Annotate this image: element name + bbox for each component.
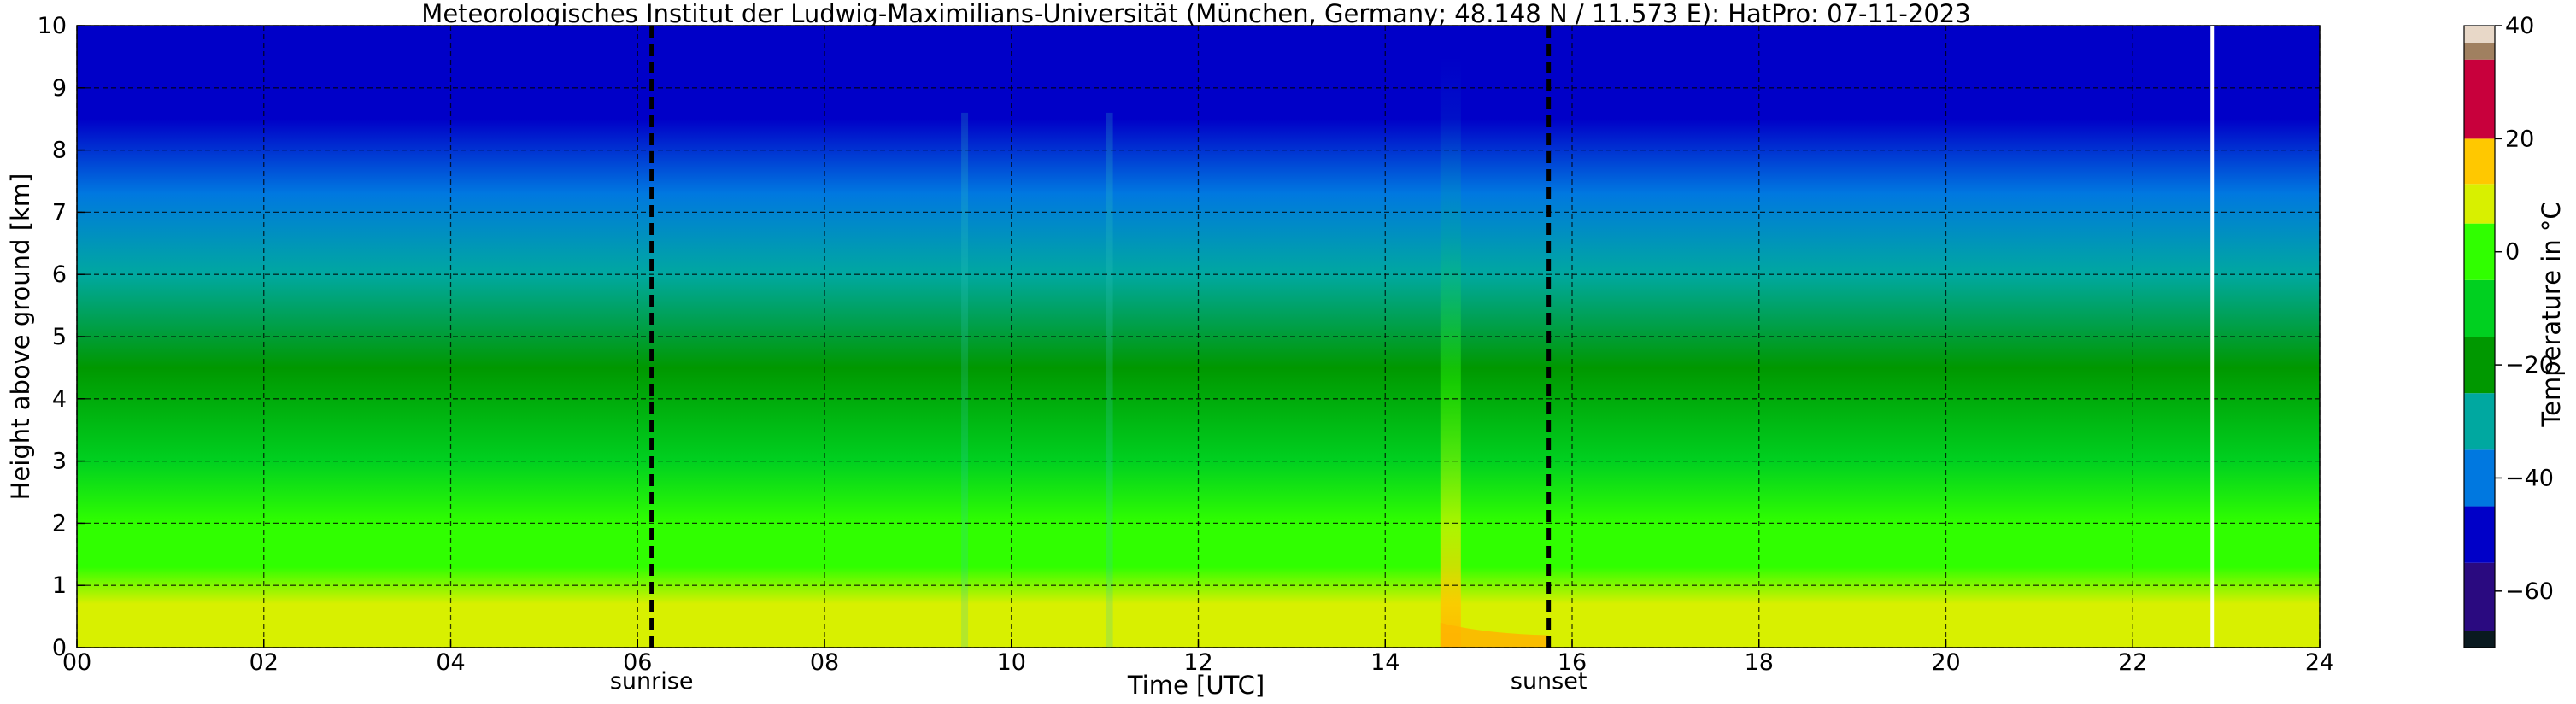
colorbar-tick-label: 40 [2505,13,2534,39]
plume [961,112,969,648]
x-tick-label: 14 [1370,649,1399,676]
x-tick-label: 02 [249,649,279,676]
x-tick-label: 24 [2305,649,2334,676]
y-axis: 0 1 2 3 4 5 6 7 8 9 10 [38,13,85,661]
colorbar-label: Temperature in °C [2537,202,2566,427]
x-tick-label: 12 [1183,649,1212,676]
colorbar-tick-label: 20 [2505,126,2534,152]
colorbar-tick-label: −40 [2505,465,2554,491]
colorbar-band [2464,337,2495,394]
colorbar-frame [2463,25,2496,648]
colorbar-band [2464,506,2495,563]
colorbar-band [2464,59,2495,139]
plume [1106,112,1113,648]
colorbar-band [2464,138,2495,185]
colorbar-band [2464,184,2495,224]
y-axis-label: Height above ground [km] [6,173,35,501]
x-axis-label: Time [UTC] [1127,671,1265,700]
x-tick-label: 16 [1558,649,1587,676]
y-tick-label: 1 [52,572,67,599]
colorbar-tick-label: 0 [2505,239,2520,266]
y-tick-label: 5 [52,324,67,350]
plume [1440,56,1461,648]
y-tick-label: 8 [52,138,67,164]
colorbar-band [2464,449,2495,507]
chart-title: Meteorologisches Institut der Ludwig-Max… [421,0,1970,28]
colorbar-tick-label: −20 [2505,352,2554,378]
x-tick-label: 20 [1931,649,1960,676]
x-tick-label: 22 [2118,649,2147,676]
sunrise-label: sunrise [610,668,694,695]
y-tick-label: 10 [38,13,67,39]
x-tick-label: 10 [997,649,1026,676]
colorbar-tick-label: −60 [2505,578,2554,605]
y-tick-label: 7 [52,199,67,226]
plume-layer [961,56,1549,648]
y-tick-label: 9 [52,75,67,102]
y-tick-label: 0 [52,635,67,661]
y-tick-label: 6 [52,261,67,288]
event-markers: sunrise sunset [610,26,2215,695]
x-axis: 00 02 04 06 08 10 12 14 16 18 20 22 24 [62,639,2334,676]
colorbar-band [2464,393,2495,450]
colorbar-band [2464,26,2495,43]
colorbar-band [2464,223,2495,280]
colorbar-band [2464,562,2495,631]
x-tick-label: 06 [623,649,652,676]
colorbar-band [2464,279,2495,337]
y-tick-label: 4 [52,386,67,413]
x-tick-label: 04 [436,649,465,676]
sunset-label: sunset [1511,668,1587,695]
colorbar-band [2464,42,2495,60]
colorbar-band [2464,631,2495,648]
x-tick-label: 00 [62,649,91,676]
x-tick-label: 18 [1745,649,1774,676]
colorbar: 40 20 0 −20 −40 −60 [2463,13,2554,648]
x-tick-label: 08 [810,649,839,676]
plume [1440,622,1549,648]
y-tick-label: 3 [52,449,67,475]
y-tick-label: 2 [52,510,67,537]
